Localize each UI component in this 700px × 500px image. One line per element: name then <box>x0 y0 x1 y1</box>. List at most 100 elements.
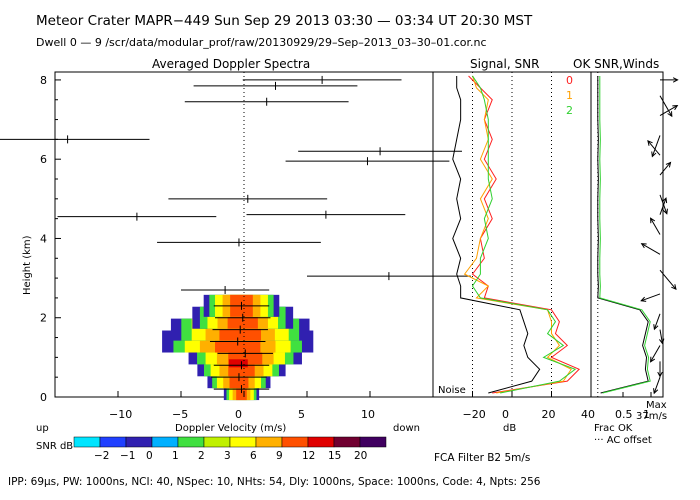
y-tick-label: 2 <box>40 312 47 325</box>
wind-arrow <box>641 293 661 302</box>
x-tick-label: −5 <box>172 408 188 421</box>
x-tick-label: −10 <box>109 408 132 421</box>
header-line2: Dwell 0 — 9 /scr/data/modular_prof/raw/2… <box>36 36 487 49</box>
snr-scale-swatch <box>125 436 153 448</box>
wind-arrow <box>653 313 661 330</box>
winds-panel-frame <box>590 71 664 398</box>
winds-layer <box>597 72 679 397</box>
beam0-label: 0 <box>566 74 573 87</box>
snr-x-tick-label: 40 <box>581 408 595 421</box>
wind-arrow <box>659 197 667 215</box>
snr-scale-swatch <box>307 436 335 448</box>
frac-x-tick-label: 0.5 <box>615 408 633 421</box>
footer-params: IPP: 69μs, PW: 1000ns, NCI: 40, NSpec: 1… <box>8 476 541 488</box>
winds-title: OK SNR,Winds <box>573 57 659 71</box>
wind-arrow-head <box>667 111 673 118</box>
frac-ok-label: Frac OK <box>594 423 633 434</box>
wind-arrow <box>659 329 663 344</box>
snr-scale-swatch <box>359 436 387 448</box>
filter-label: FCA Filter B2 5m/s <box>434 452 530 464</box>
wind-arrow-head <box>672 105 679 111</box>
snr-scale-swatch <box>177 436 205 448</box>
wind-arrow <box>647 140 661 156</box>
wind-arrow <box>653 377 661 394</box>
wind-arrow-head <box>662 197 668 204</box>
snr-layer <box>452 72 581 397</box>
wind-arrow <box>659 162 671 176</box>
snr-x-tick-label: 0 <box>502 408 509 421</box>
snr-scale-label: 6 <box>250 450 257 462</box>
snr-x-tick-label: −20 <box>463 408 486 421</box>
header-line1: Meteor Crater MAPR−449 Sun Sep 29 2013 0… <box>36 13 533 29</box>
beam1-label: 1 <box>566 89 573 102</box>
snr-scale-label: 2 <box>198 450 205 462</box>
snr-scale-swatch <box>73 436 101 448</box>
snr-scale-swatch <box>333 436 361 448</box>
wind-arrow-head <box>651 151 657 158</box>
snr-series-beam1 <box>463 75 572 394</box>
x-axis-label: Doppler Velocity (m/s) <box>175 423 286 434</box>
wind-arrow-head <box>653 388 659 395</box>
snr-scale-swatch <box>281 436 309 448</box>
snr-x-tick-label: 20 <box>542 408 556 421</box>
snr-title: Signal, SNR <box>470 57 539 71</box>
x-tick-label: 0 <box>235 408 242 421</box>
x-tick-label: 10 <box>361 408 375 421</box>
y-tick-label: 0 <box>40 391 47 404</box>
snr-scale-swatch <box>229 436 257 448</box>
max-value: 37m/s <box>636 411 667 422</box>
wind-arrow-head <box>640 243 647 249</box>
wind-arrow-head <box>662 208 668 215</box>
snr-scale-label: 9 <box>276 450 283 462</box>
wind-arrow-head <box>647 139 653 146</box>
y-tick-label: 4 <box>40 232 47 245</box>
wind-arrow <box>659 269 677 290</box>
y-tick-label: 8 <box>40 74 47 87</box>
snr-scale-label: 3 <box>224 450 231 462</box>
spectra-peak <box>228 359 248 368</box>
wind-arrow <box>641 243 661 255</box>
down-label: down <box>393 423 420 434</box>
wind-arrow-head <box>659 338 665 345</box>
wind-arrow-head <box>653 324 659 331</box>
ac-offset-label: ··· AC offset <box>594 435 652 446</box>
snr-scale-swatch <box>151 436 179 448</box>
y-axis-label: Height (km) <box>22 235 33 295</box>
snr-scale-swatch <box>255 436 283 448</box>
wind-arrow <box>650 217 661 235</box>
snr-color-scale: −2 −1 0 1 2 3 6 9 12 15 20 <box>73 436 387 462</box>
frac-ok-line <box>597 75 649 394</box>
snr-scale-label: −2 <box>94 450 109 462</box>
wind-arrow-head <box>650 356 656 363</box>
wind-arrow-head <box>650 217 656 224</box>
beam2-label: 2 <box>566 104 573 117</box>
wind-arrow-head <box>672 77 679 83</box>
x-tick-label: 5 <box>298 408 305 421</box>
wind-arrow-head <box>665 161 672 168</box>
spectra-layer <box>0 72 471 401</box>
wind-arrow <box>659 95 673 117</box>
snr-series-beam2 <box>471 75 577 394</box>
frac-x-tick-label: 1 <box>643 408 650 421</box>
snr-scale-label: 12 <box>302 450 315 462</box>
snr-series-noise <box>452 75 541 394</box>
snr-scale-swatch <box>203 436 231 448</box>
snr-scale-title: SNR dB <box>36 441 73 452</box>
snr-scale-label: 0 <box>146 450 153 462</box>
snr-scale-swatch <box>99 436 127 448</box>
y-tick-label: 6 <box>40 153 47 166</box>
wind-arrow <box>659 194 668 214</box>
wind-arrow-head <box>671 284 677 291</box>
wind-arrow <box>650 345 661 363</box>
wind-arrow-head <box>640 296 647 302</box>
noise-label: Noise <box>438 385 466 396</box>
up-label: up <box>36 423 49 434</box>
snr-scale-label: −1 <box>120 450 135 462</box>
wind-arrow <box>651 135 661 157</box>
frac-ok-line-beam2 <box>599 75 651 394</box>
snr-x-label: dB <box>503 423 516 434</box>
max-label: Max <box>646 400 667 411</box>
spectra-title: Averaged Doppler Spectra <box>152 57 310 71</box>
